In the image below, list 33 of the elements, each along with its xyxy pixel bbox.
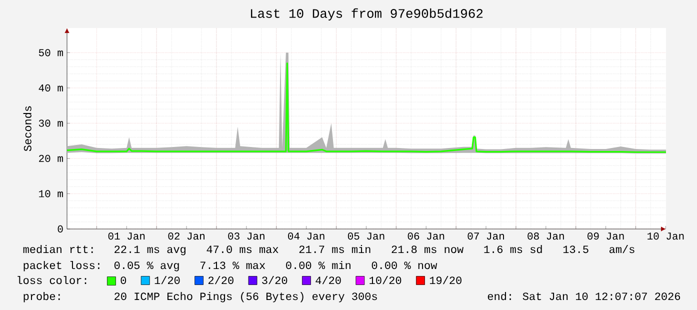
y-tick-label: 30 m <box>38 120 63 127</box>
legend-label: 4/20 <box>316 276 341 284</box>
x-tick-label: 06 Jan <box>408 232 444 240</box>
legend-title: loss color: <box>18 276 86 284</box>
text: median rtt: <box>23 245 93 254</box>
y-tick-label: 20 m <box>39 154 63 162</box>
legend-label: 1/20 <box>154 276 180 284</box>
legend-label: 10/20 <box>370 276 402 284</box>
text: 0.05 % avg 7.13 % max 0.00 % min 0.00 % now <box>114 261 438 272</box>
x-tick-label: 02 Jan <box>168 232 204 240</box>
chart-title: Last 10 Days from 97e90b5d1962 <box>250 8 483 20</box>
x-tick-label: 04 Jan <box>288 232 324 240</box>
y-tick-label: 10 m <box>39 190 63 198</box>
x-tick-label: 05 Jan <box>348 232 384 240</box>
legend-label: 0 <box>120 276 126 284</box>
y-tick-label: 0 <box>58 225 63 233</box>
x-tick-label: 09 Jan <box>588 232 624 240</box>
text: probe: <box>24 292 60 302</box>
y-tick-label: 40 m <box>38 84 63 92</box>
x-tick-label: 01 Jan <box>108 232 145 240</box>
legend-label: 3/20 <box>262 276 288 284</box>
text: 20 ICMP Echo Pings (56 Bytes) every 300s <box>114 292 377 302</box>
text: 22.1 ms avg 47.0 ms max 21.7 ms min 21.8 ms now 1.6 ms sd 13.5 am/s <box>114 245 634 256</box>
x-tick-label: 03 Jan <box>228 232 264 240</box>
x-tick-label: 07 Jan <box>468 232 504 240</box>
y-tick-label: 50 m <box>38 49 63 56</box>
y-axis-title: Seconds <box>23 106 32 152</box>
x-tick-label: 08 Jan <box>528 232 564 240</box>
legend-label: 19/20 <box>430 276 462 284</box>
legend-label: 2/20 <box>208 276 234 284</box>
text: packet loss: <box>24 261 100 272</box>
text: end: Sat Jan 10 12:07:07 2026 <box>488 292 680 300</box>
x-tick-label: 10 Jan <box>648 232 684 240</box>
